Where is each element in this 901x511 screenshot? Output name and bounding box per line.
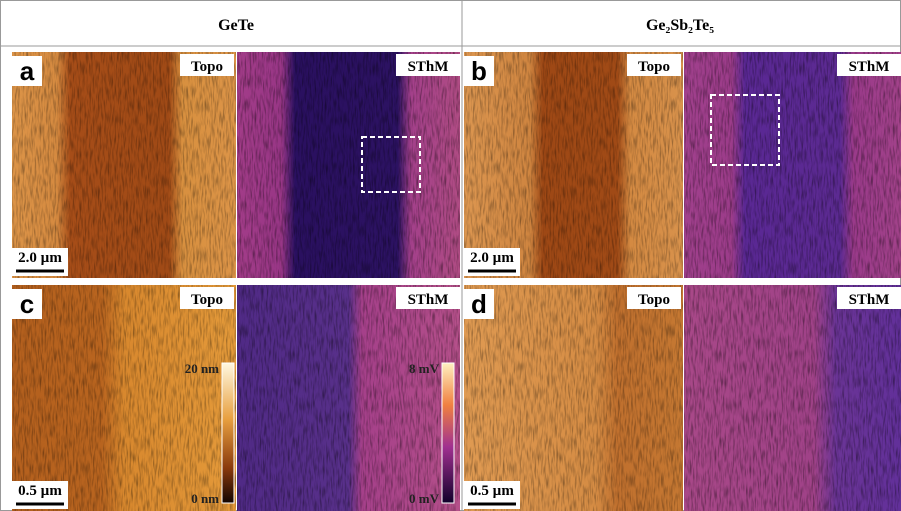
texture (464, 285, 683, 511)
colorbar-max: 8 mV (409, 361, 440, 376)
colorbar (222, 363, 234, 503)
panel-label: a (20, 56, 35, 86)
panel-label: d (471, 289, 487, 319)
topo-label: Topo (191, 292, 223, 308)
texture (237, 285, 460, 511)
column-header: Ge₂Sb₂Te₅ (646, 17, 714, 34)
column-header: GeTe (218, 17, 254, 34)
topo-label: Topo (638, 59, 670, 75)
sthm-label: SThM (849, 292, 890, 308)
scale-bar-label: 0.5 µm (470, 483, 514, 499)
sthm-label: SThM (408, 59, 449, 75)
figure: GeTe Ge₂Sb₂Te₅ a Topo SThM 2.0 µm b Topo SThM 2… (0, 0, 901, 511)
texture (684, 285, 901, 511)
panel-label: b (471, 56, 487, 86)
colorbar-max: 20 nm (185, 361, 219, 376)
scale-bar-label: 0.5 µm (18, 483, 62, 499)
texture (12, 285, 236, 511)
colorbar (442, 363, 454, 503)
topo-label: Topo (638, 292, 670, 308)
colorbar-min: 0 mV (409, 491, 440, 506)
colorbar-min: 0 nm (191, 491, 219, 506)
scale-bar-label: 2.0 µm (470, 250, 514, 266)
topo-label: Topo (191, 59, 223, 75)
texture (237, 52, 460, 278)
panel-label: c (20, 289, 34, 319)
scale-bar-label: 2.0 µm (18, 250, 62, 266)
sthm-label: SThM (849, 59, 890, 75)
texture (464, 52, 683, 278)
texture (12, 52, 236, 278)
sthm-label: SThM (408, 292, 449, 308)
